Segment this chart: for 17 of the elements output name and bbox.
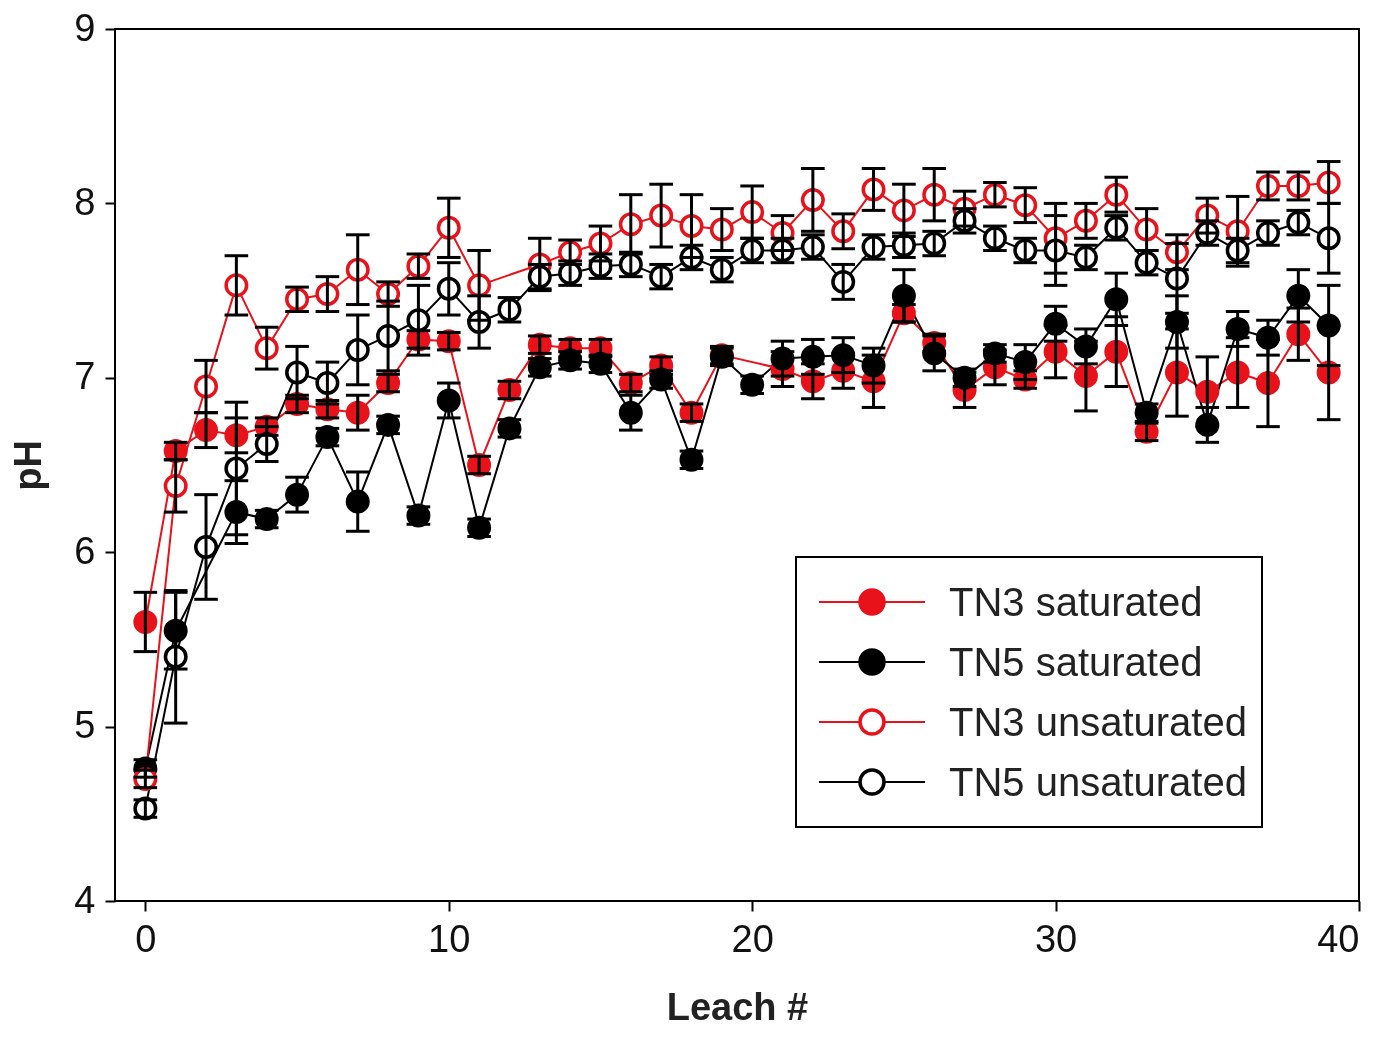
x-tick-label: 40 — [1317, 917, 1360, 960]
legend-label: TN3 unsaturated — [949, 700, 1247, 744]
x-axis-title: Leach # — [666, 985, 809, 1028]
y-tick-label: 6 — [74, 529, 96, 572]
x-tick-label: 10 — [428, 917, 471, 960]
legend-label: TN3 saturated — [949, 580, 1203, 624]
y-tick-label: 9 — [74, 6, 96, 49]
y-tick-label: 4 — [74, 878, 96, 921]
y-tick-label: 5 — [74, 704, 96, 747]
legend-label: TN5 saturated — [949, 640, 1203, 684]
legend-label: TN5 unsaturated — [949, 760, 1247, 804]
x-tick-label: 0 — [135, 917, 157, 960]
x-tick-label: 20 — [731, 917, 774, 960]
y-axis-title: pH — [7, 440, 50, 491]
y-tick-label: 7 — [74, 355, 96, 398]
x-tick-label: 30 — [1034, 917, 1078, 960]
y-tick-label: 8 — [74, 180, 96, 223]
